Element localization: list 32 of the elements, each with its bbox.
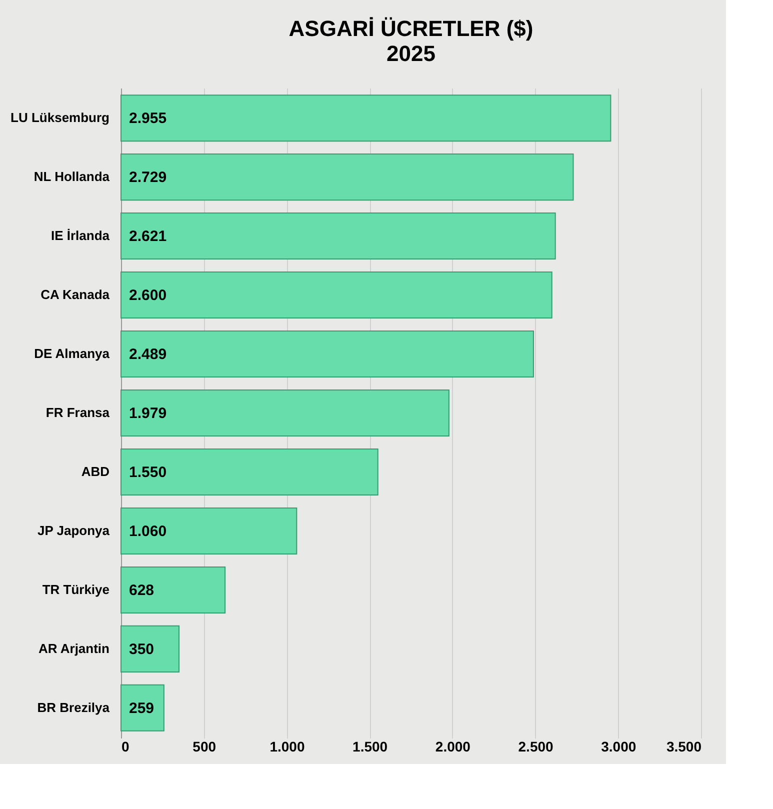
x-tick-label: 1.500 (352, 738, 388, 754)
x-tick-label: 2.500 (518, 738, 554, 754)
y-tick-label: NL Hollanda (34, 169, 110, 184)
x-tick-label: 0 (122, 738, 130, 754)
x-tick-label: 3.000 (601, 738, 636, 754)
data-label: 628 (129, 582, 154, 599)
data-label: 1.550 (129, 464, 167, 481)
x-tick-label: 2.000 (435, 738, 471, 754)
y-tick-label: DE Almanya (34, 346, 110, 362)
data-label: 2.955 (129, 110, 167, 128)
data-label: 259 (129, 700, 154, 717)
data-label: 1.979 (129, 405, 167, 422)
y-tick-label: IE İrlanda (50, 228, 110, 244)
data-label: 2.729 (129, 169, 167, 186)
x-tick-label: 1.000 (270, 738, 305, 754)
data-label: 2.489 (129, 346, 167, 364)
y-tick-label: ABD (81, 464, 110, 479)
data-label: 2.621 (129, 228, 167, 246)
y-tick-label: CA Kanada (40, 287, 110, 302)
y-tick-label: TR Türkiye (42, 582, 110, 597)
chart-title: ASGARİ ÜCRETLER ($) (288, 16, 534, 41)
y-tick-label: LU Lüksemburg (10, 110, 110, 126)
y-tick-label: BR Brezilya (37, 700, 110, 715)
x-tick-label: 3.500 (666, 738, 702, 754)
y-tick-label: FR Fransa (46, 405, 110, 420)
data-label: 1.060 (129, 522, 167, 540)
chart-subtitle: 2025 (386, 41, 436, 66)
x-tick-label: 500 (192, 738, 216, 754)
y-tick-label: JP Japonya (37, 522, 110, 538)
y-tick-label: AR Arjantin (38, 640, 110, 656)
data-label: 2.600 (129, 287, 167, 304)
data-label: 350 (129, 640, 154, 658)
